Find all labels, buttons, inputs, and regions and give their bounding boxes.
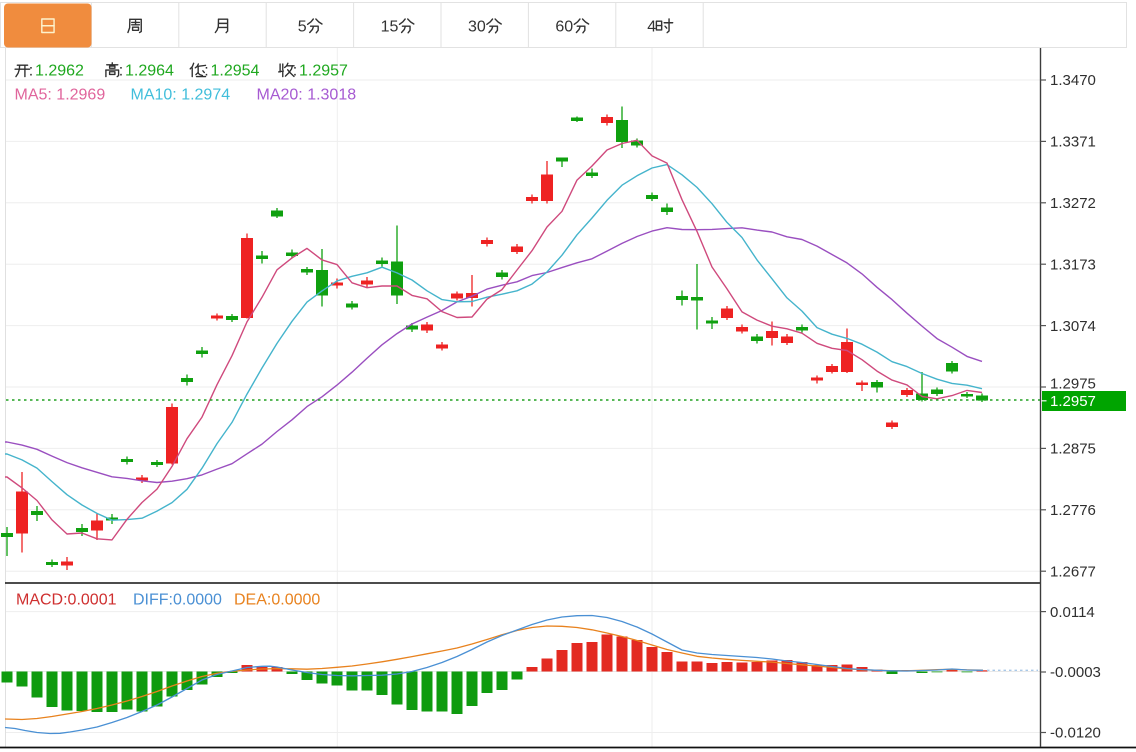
svg-text:1.2957: 1.2957 [299, 63, 348, 80]
svg-text::: : [204, 63, 208, 80]
svg-text:-0.0120: -0.0120 [1050, 725, 1101, 742]
svg-text::: : [119, 63, 123, 80]
svg-text:1.3272: 1.3272 [1050, 195, 1096, 212]
svg-text:1.2677: 1.2677 [1050, 563, 1096, 580]
svg-text:1.3470: 1.3470 [1050, 72, 1096, 89]
svg-text:DIFF:0.0000: DIFF:0.0000 [133, 592, 222, 609]
svg-text:4: 4 [647, 19, 656, 36]
svg-text::: : [29, 63, 33, 80]
svg-text:MACD:0.0001: MACD:0.0001 [16, 592, 117, 609]
svg-text:15: 15 [381, 19, 399, 36]
svg-text:1.2975: 1.2975 [1050, 375, 1096, 392]
svg-text:1.2957: 1.2957 [1050, 393, 1096, 410]
svg-text:1.2962: 1.2962 [35, 63, 84, 80]
svg-text:MA5: 1.2969: MA5: 1.2969 [15, 87, 106, 104]
svg-text:-0.0003: -0.0003 [1050, 664, 1101, 681]
svg-text:1.2776: 1.2776 [1050, 502, 1096, 519]
svg-text:1.3173: 1.3173 [1050, 256, 1096, 273]
svg-text:MA10: 1.2974: MA10: 1.2974 [131, 87, 231, 104]
svg-text:60: 60 [555, 19, 573, 36]
svg-text:1.2964: 1.2964 [125, 63, 174, 80]
svg-text:1.3371: 1.3371 [1050, 134, 1096, 151]
svg-text:0.0114: 0.0114 [1050, 604, 1095, 621]
svg-text:1.2875: 1.2875 [1050, 441, 1096, 458]
svg-text:1.2954: 1.2954 [211, 63, 260, 80]
svg-text:1.3074: 1.3074 [1050, 318, 1096, 335]
svg-text:30: 30 [468, 19, 486, 36]
svg-text:5: 5 [298, 19, 307, 36]
svg-text:DEA:0.0000: DEA:0.0000 [234, 592, 320, 609]
svg-text::: : [293, 63, 297, 80]
svg-text:MA20: 1.3018: MA20: 1.3018 [257, 87, 357, 104]
